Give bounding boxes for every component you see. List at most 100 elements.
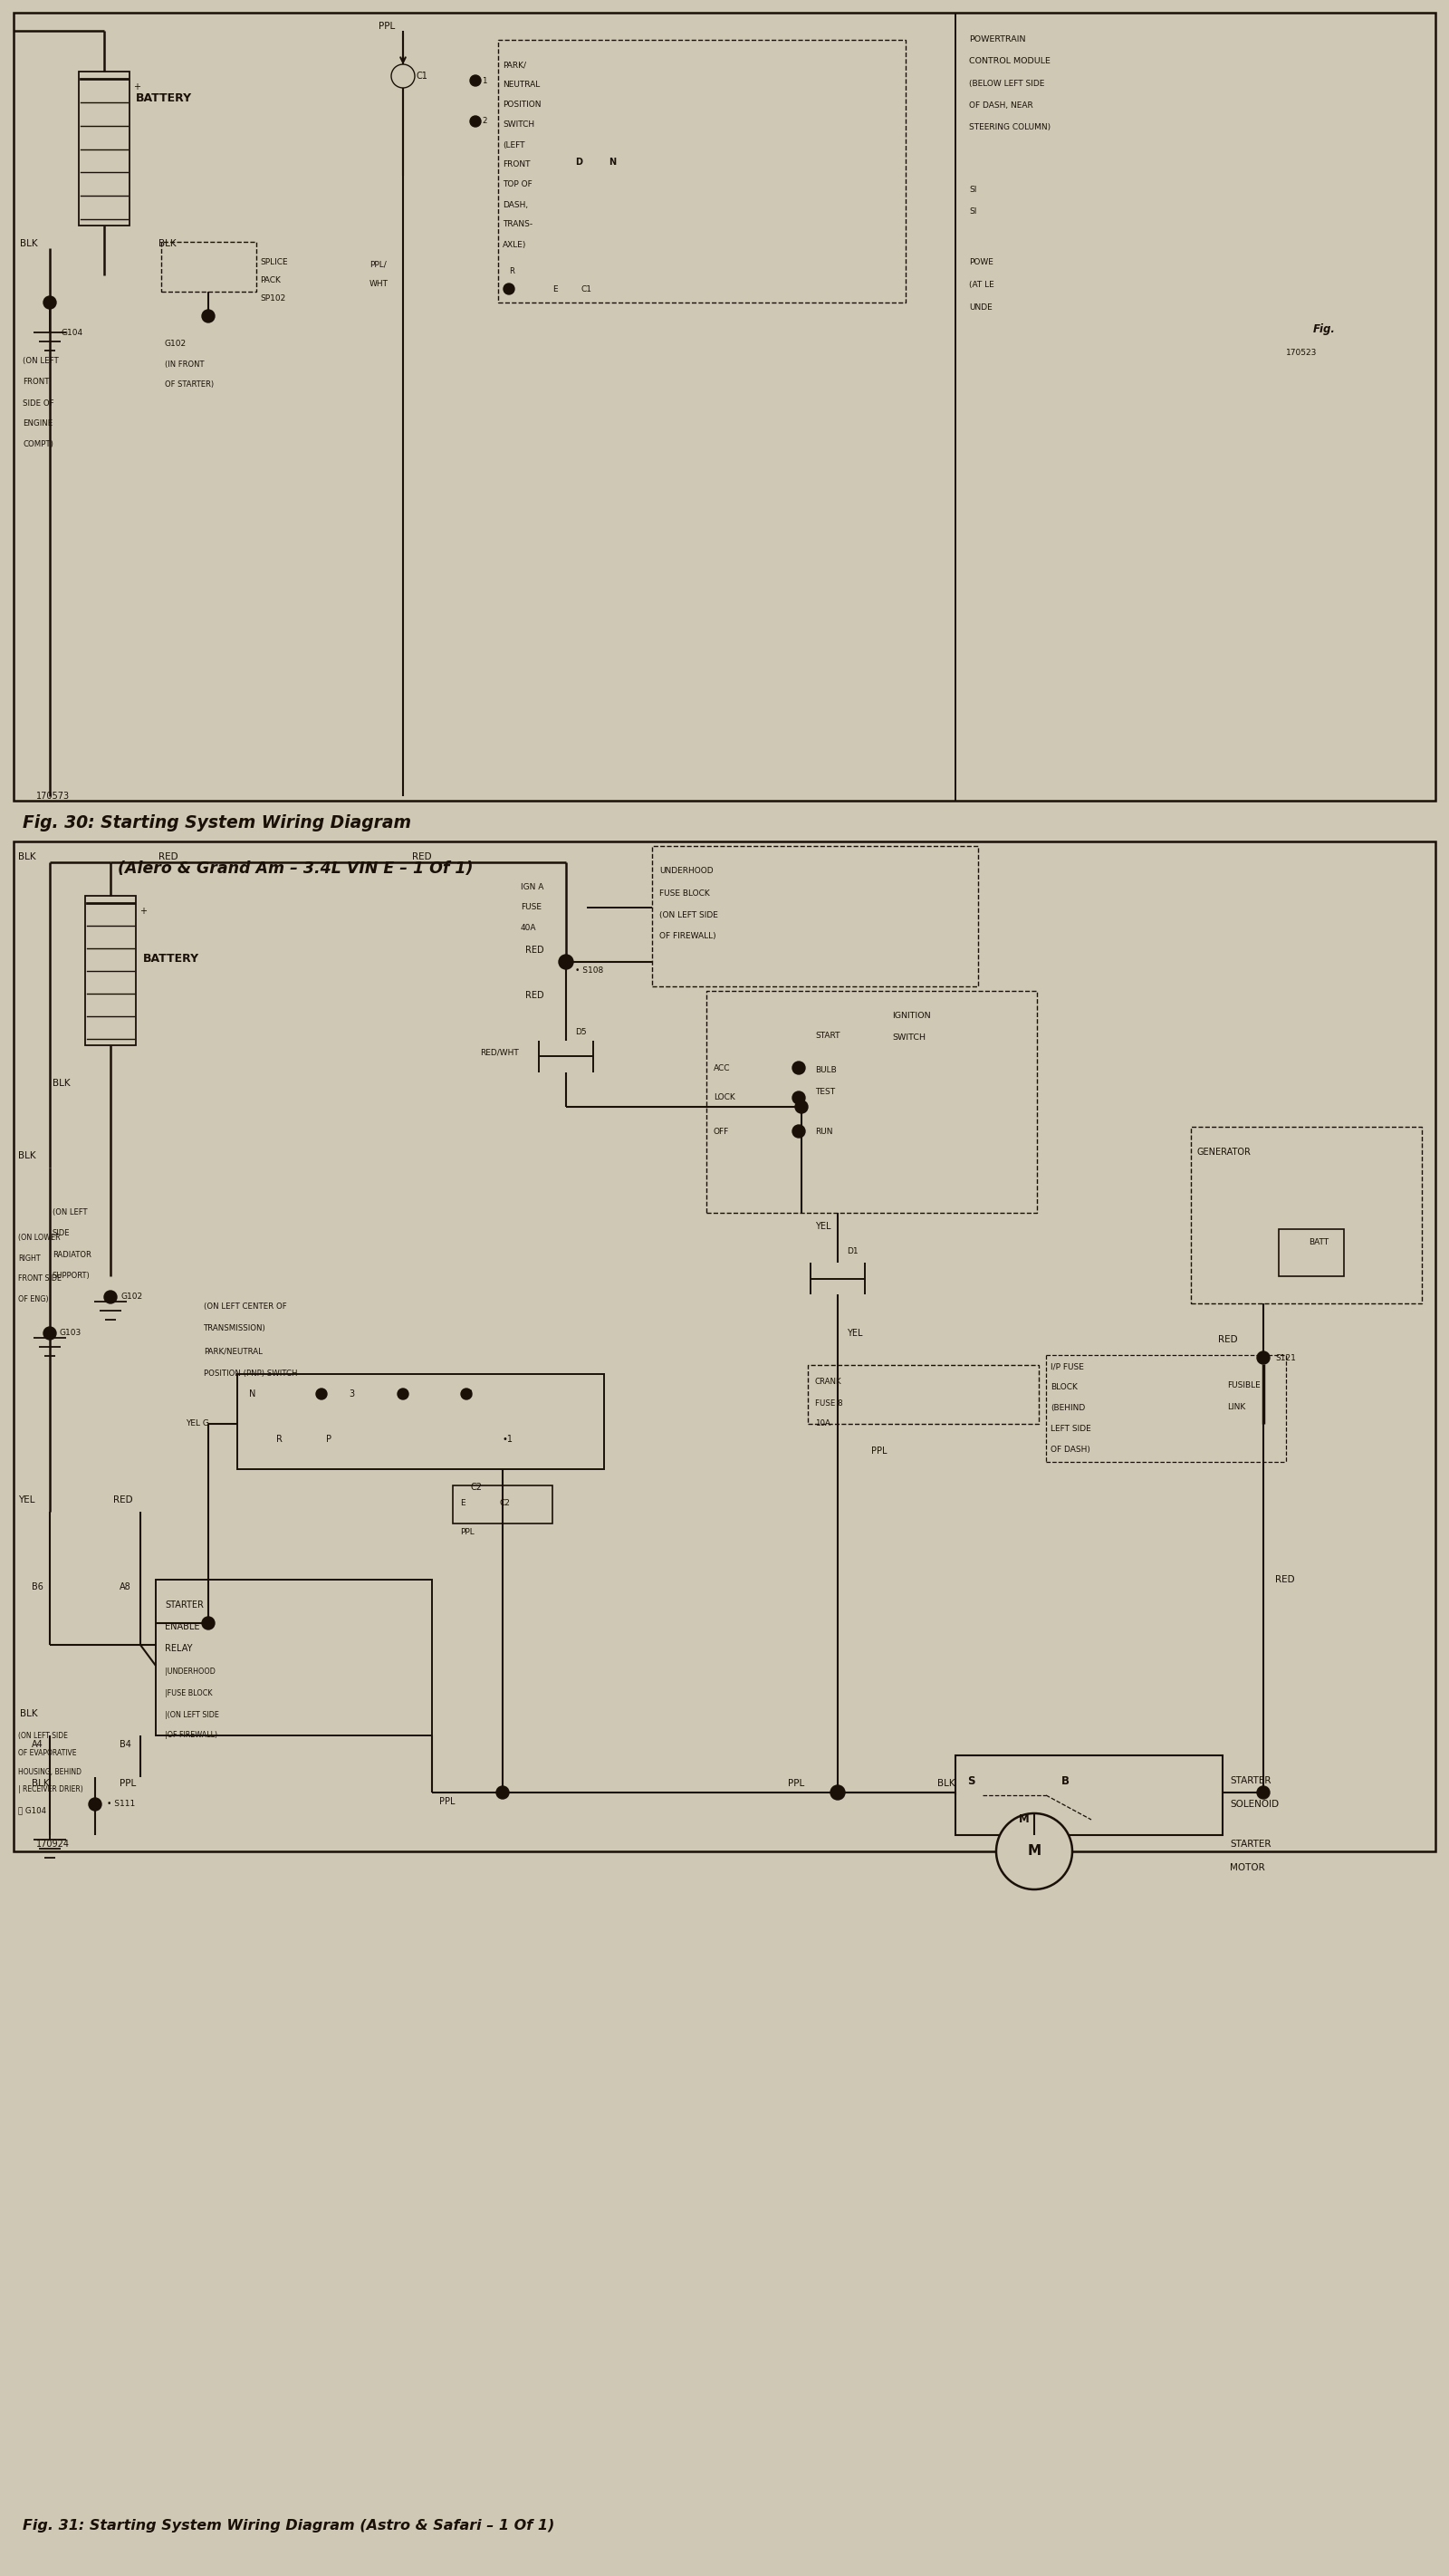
Text: (Alero & Grand Am – 3.4L VIN E – 1 Of 1): (Alero & Grand Am – 3.4L VIN E – 1 Of 1) (117, 860, 474, 876)
Text: |FUSE BLOCK: |FUSE BLOCK (165, 1690, 213, 1698)
Text: BLOCK: BLOCK (1051, 1383, 1078, 1391)
Text: G104: G104 (61, 327, 83, 337)
Text: (ON LEFT SIDE: (ON LEFT SIDE (659, 912, 719, 920)
Circle shape (104, 1291, 117, 1303)
Text: RADIATOR: RADIATOR (52, 1249, 91, 1260)
Text: LEFT SIDE: LEFT SIDE (1051, 1425, 1091, 1432)
Text: N: N (609, 157, 616, 167)
Text: +: + (133, 82, 141, 93)
Text: RED: RED (525, 945, 543, 956)
Text: RED/WHT: RED/WHT (480, 1048, 519, 1056)
Bar (13, 842, 1436, 1852)
Bar (78, 72, 129, 227)
Text: Fig. 31: Starting System Wiring Diagram (Astro & Safari – 1 Of 1): Fig. 31: Starting System Wiring Diagram … (23, 2519, 555, 2532)
Text: ENGINE: ENGINE (23, 420, 52, 428)
Text: 170573: 170573 (36, 791, 70, 801)
Text: STARTER: STARTER (1230, 1777, 1271, 1785)
Text: GENERATOR: GENERATOR (1197, 1146, 1252, 1157)
Text: OF EVAPORATIVE: OF EVAPORATIVE (17, 1749, 77, 1757)
Text: SI: SI (969, 209, 977, 216)
Text: TRANS-: TRANS- (503, 222, 533, 229)
Circle shape (793, 1061, 806, 1074)
Text: S: S (968, 1775, 975, 1788)
Text: A4: A4 (32, 1739, 43, 1749)
Text: LOCK: LOCK (713, 1095, 735, 1103)
Bar (85, 896, 136, 1046)
Text: ⭘ G104: ⭘ G104 (17, 1806, 46, 1814)
Text: R: R (509, 268, 514, 276)
Text: TOP OF: TOP OF (503, 180, 532, 188)
Text: TEST: TEST (814, 1087, 835, 1097)
Text: RELAY: RELAY (165, 1643, 193, 1654)
Text: PPL/: PPL/ (369, 260, 387, 268)
Circle shape (397, 1388, 409, 1399)
Text: STARTER: STARTER (165, 1600, 204, 1610)
Bar (13, 13, 1436, 801)
Text: SOLENOID: SOLENOID (1230, 1801, 1279, 1808)
Text: SIDE: SIDE (52, 1229, 70, 1236)
Text: UNDE: UNDE (969, 304, 993, 312)
Text: OF ENG): OF ENG) (17, 1296, 49, 1303)
Text: •1: •1 (503, 1435, 513, 1443)
Text: UNDERHOOD: UNDERHOOD (659, 868, 713, 876)
Text: YEL G: YEL G (185, 1419, 209, 1427)
Text: B: B (1061, 1775, 1069, 1788)
Circle shape (461, 1388, 472, 1399)
Text: BATT: BATT (1308, 1239, 1329, 1247)
Text: BLK: BLK (158, 240, 177, 247)
Bar (652, 845, 978, 987)
Text: 170924: 170924 (36, 1839, 70, 1850)
Bar (809, 1365, 1039, 1425)
Text: WHT: WHT (369, 281, 388, 289)
Text: • S111: • S111 (107, 1801, 135, 1808)
Circle shape (43, 296, 57, 309)
Text: (AT LE: (AT LE (969, 281, 994, 289)
Text: E: E (461, 1499, 465, 1507)
Text: BLK: BLK (17, 1151, 36, 1159)
Text: (ON LEFT: (ON LEFT (23, 358, 58, 366)
Text: SUPPORT): SUPPORT) (52, 1270, 90, 1280)
Text: BLK: BLK (17, 853, 36, 860)
Text: SP102: SP102 (259, 294, 285, 301)
Circle shape (1258, 1352, 1269, 1365)
Circle shape (88, 1798, 101, 1811)
Text: |(ON LEFT SIDE: |(ON LEFT SIDE (165, 1710, 219, 1721)
Text: SIDE OF: SIDE OF (23, 399, 54, 407)
Text: C1: C1 (417, 72, 429, 80)
Text: (ON LEFT SIDE: (ON LEFT SIDE (17, 1731, 68, 1739)
Circle shape (559, 956, 574, 969)
Text: BLK: BLK (20, 1710, 38, 1718)
Text: |OF FIREWALL): |OF FIREWALL) (165, 1731, 217, 1739)
Bar (498, 39, 906, 301)
Circle shape (469, 75, 481, 85)
Text: FUSE: FUSE (520, 904, 542, 912)
Text: IGNITION: IGNITION (893, 1012, 930, 1020)
Text: RED: RED (1219, 1334, 1237, 1345)
Text: D1: D1 (846, 1247, 858, 1257)
Text: (ON LEFT: (ON LEFT (52, 1208, 87, 1216)
Text: POWE: POWE (969, 258, 994, 265)
Circle shape (1258, 1785, 1269, 1798)
Text: B6: B6 (32, 1582, 43, 1592)
Text: FUSE BLOCK: FUSE BLOCK (659, 889, 710, 896)
Text: OF STARTER): OF STARTER) (165, 381, 214, 389)
Text: SWITCH: SWITCH (503, 121, 535, 129)
Text: SPLICE: SPLICE (259, 258, 288, 265)
Text: TRANSMISSION): TRANSMISSION) (204, 1324, 267, 1332)
Text: PARK/: PARK/ (503, 62, 526, 70)
Text: (BELOW LEFT SIDE: (BELOW LEFT SIDE (969, 80, 1045, 88)
Text: B4: B4 (119, 1739, 132, 1749)
Bar (1191, 1126, 1421, 1303)
Text: OFF: OFF (713, 1128, 729, 1136)
Circle shape (391, 64, 414, 88)
Bar (161, 242, 256, 291)
Text: PPL: PPL (788, 1780, 804, 1788)
Text: POSITION: POSITION (503, 100, 540, 108)
Text: POWERTRAIN: POWERTRAIN (969, 36, 1026, 44)
Bar (1279, 1229, 1345, 1275)
Text: C2: C2 (471, 1484, 483, 1492)
Circle shape (201, 309, 214, 322)
Text: RUN: RUN (814, 1128, 833, 1136)
Text: G102: G102 (122, 1293, 143, 1301)
Bar (955, 1754, 1223, 1834)
